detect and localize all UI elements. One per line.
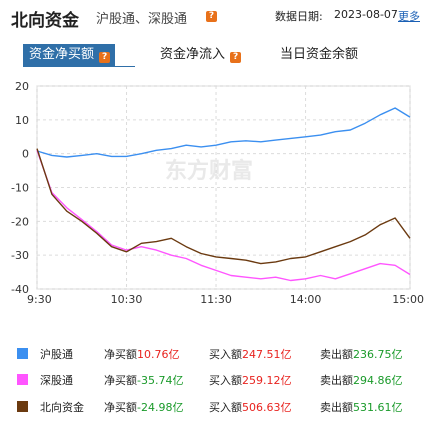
legend-swatch <box>17 401 28 412</box>
net-buy-field: 净买额10.76亿 <box>104 346 180 362</box>
question-badge-icon[interactable]: ? <box>99 52 111 63</box>
x-axis: 9:30 10:30 11:30 14:00 15:00 <box>27 293 424 306</box>
tab-net-buy[interactable]: 资金净买额 ? <box>23 44 116 66</box>
tab-bar: 资金净买额 ? 资金净流入 ? 当日资金余额 <box>0 44 434 68</box>
sell-value: 531.61亿 <box>353 401 403 414</box>
tab-net-inflow-label: 资金净流入 <box>160 47 226 62</box>
line-chart[interactable]: 东方财富 20 10 0 -10 -20 -30 -40 9:30 10:30 11:30 14:… <box>0 74 434 314</box>
date-label: 数据日期: <box>275 10 323 23</box>
net-buy-value: -24.98亿 <box>137 401 184 414</box>
tab-net-buy-label: 资金净买额 <box>29 47 95 62</box>
chart-lines <box>36 107 411 282</box>
question-badge-icon[interactable]: ? <box>230 52 242 63</box>
net-buy-label: 净买额 <box>104 348 137 361</box>
sell-label: 卖出额 <box>320 348 353 361</box>
buy-field: 买入额506.63亿 <box>209 399 292 415</box>
y-axis: 20 10 0 -10 -20 -30 -40 <box>11 80 29 296</box>
buy-label: 买入额 <box>209 374 242 387</box>
tab-net-inflow[interactable]: 资金净流入 ? <box>160 44 242 66</box>
y-tick-label: -30 <box>11 249 29 262</box>
net-buy-label: 净买额 <box>104 374 137 387</box>
x-tick-label: 11:30 <box>200 293 232 306</box>
tab-daily-balance[interactable]: 当日资金余额 <box>280 44 358 66</box>
sell-value: 236.75亿 <box>353 348 403 361</box>
series-line <box>36 150 411 282</box>
buy-value: 259.12亿 <box>242 374 292 387</box>
tab-daily-balance-label: 当日资金余额 <box>280 47 359 62</box>
buy-field: 买入额247.51亿 <box>209 346 292 362</box>
chart-grid <box>36 85 411 290</box>
series-line <box>36 148 411 265</box>
y-tick-label: 0 <box>22 148 29 161</box>
series-line <box>36 107 411 158</box>
x-tick-label: 14:00 <box>290 293 322 306</box>
y-tick-label: -40 <box>11 283 29 296</box>
watermark: 东方财富 <box>165 158 253 184</box>
tab-underline <box>23 66 135 67</box>
net-buy-value: 10.76亿 <box>137 348 180 361</box>
x-tick-label: 15:00 <box>392 293 424 306</box>
sell-value: 294.86亿 <box>353 374 403 387</box>
legend-name: 深股通 <box>40 374 73 387</box>
date-value: 2023-08-07 <box>334 8 398 21</box>
sell-label: 卖出额 <box>320 374 353 387</box>
legend-swatch <box>17 374 28 385</box>
legend-swatch <box>17 348 28 359</box>
buy-field: 买入额259.12亿 <box>209 372 292 388</box>
buy-label: 买入额 <box>209 348 242 361</box>
buy-value: 247.51亿 <box>242 348 292 361</box>
y-tick-label: 20 <box>15 80 29 93</box>
header: 北向资金 沪股通、深股通 ? 数据日期: 2023-08-07 更多 <box>0 0 434 32</box>
net-buy-field: 净买额-35.74亿 <box>104 372 183 388</box>
net-buy-label: 净买额 <box>104 401 137 414</box>
sell-label: 卖出额 <box>320 401 353 414</box>
buy-label: 买入额 <box>209 401 242 414</box>
y-tick-label: -20 <box>11 215 29 228</box>
y-tick-label: -10 <box>11 182 29 195</box>
x-tick-label: 10:30 <box>111 293 143 306</box>
page-subtitle: 沪股通、深股通 <box>96 12 188 27</box>
legend-row-sz: 深股通 净买额-35.74亿 买入额259.12亿 卖出额294.86亿 <box>0 369 434 391</box>
page-title: 北向资金 <box>11 11 79 31</box>
legend-row-sh: 沪股通 净买额10.76亿 买入额247.51亿 卖出额236.75亿 <box>0 343 434 365</box>
x-tick-label: 9:30 <box>27 293 52 306</box>
legend-name: 北向资金 <box>40 401 84 414</box>
net-buy-value: -35.74亿 <box>137 374 184 387</box>
more-link[interactable]: 更多 <box>398 10 420 23</box>
legend-name: 沪股通 <box>40 348 73 361</box>
buy-value: 506.63亿 <box>242 401 292 414</box>
sell-field: 卖出额236.75亿 <box>320 346 403 362</box>
question-badge-icon[interactable]: ? <box>206 11 217 22</box>
sell-field: 卖出额531.61亿 <box>320 399 403 415</box>
sell-field: 卖出额294.86亿 <box>320 372 403 388</box>
legend-row-north: 北向资金 净买额-24.98亿 买入额506.63亿 卖出额531.61亿 <box>0 396 434 418</box>
net-buy-field: 净买额-24.98亿 <box>104 399 183 415</box>
y-tick-label: 10 <box>15 114 29 127</box>
